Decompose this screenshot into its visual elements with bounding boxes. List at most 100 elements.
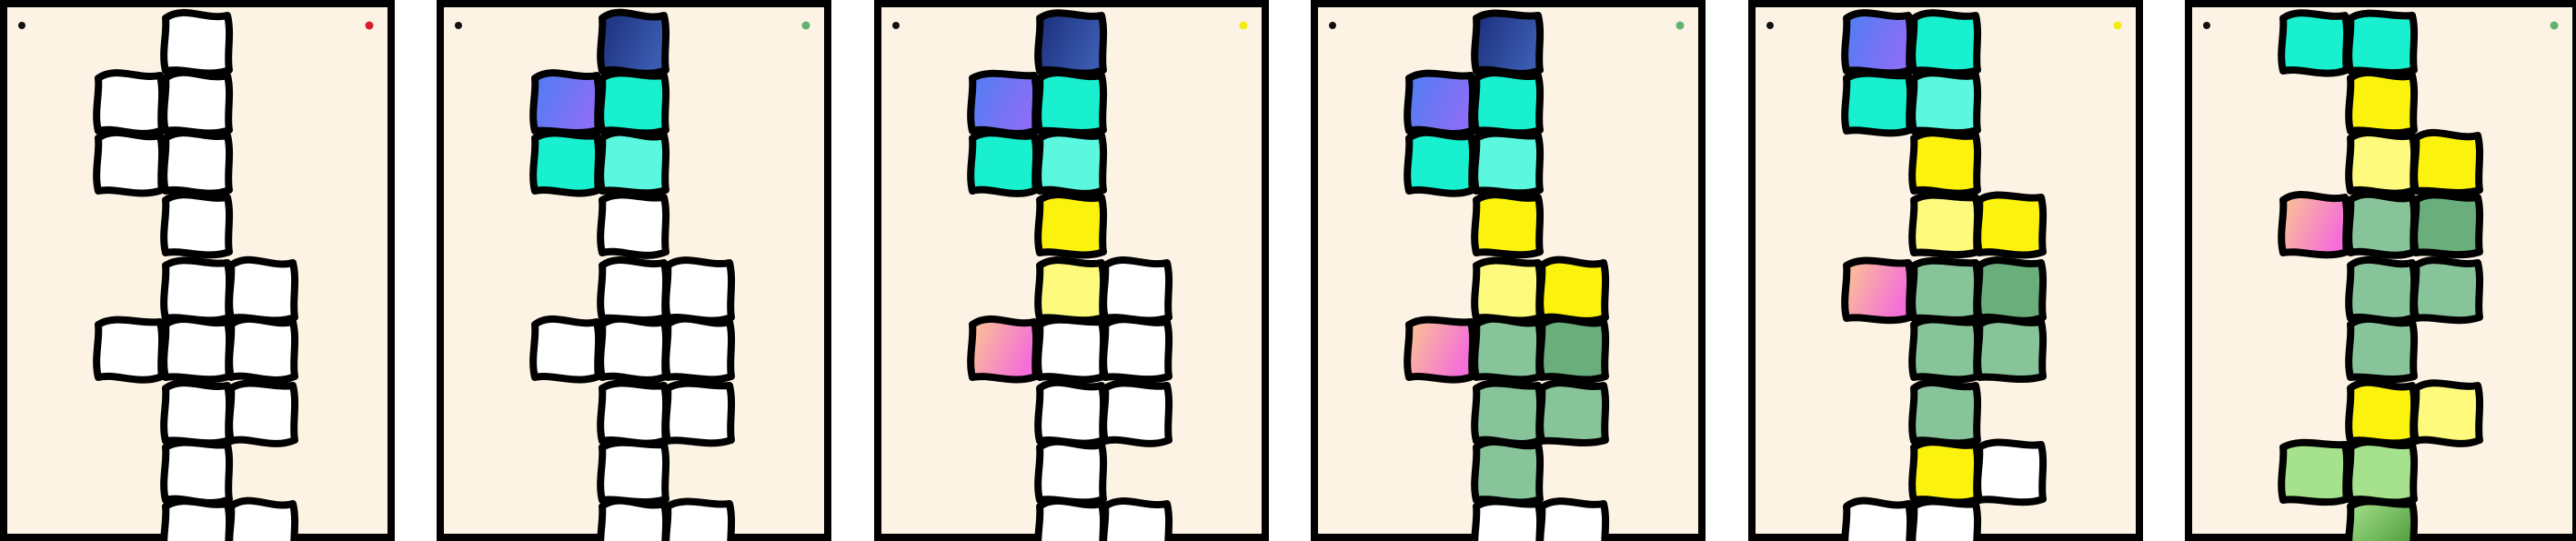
tile[interactable] xyxy=(2345,68,2419,137)
tile[interactable] xyxy=(529,129,603,197)
tile[interactable] xyxy=(1536,379,1610,446)
tile[interactable] xyxy=(1100,316,1173,384)
tile[interactable] xyxy=(226,379,299,447)
tile[interactable] xyxy=(1404,316,1477,384)
tile[interactable] xyxy=(1536,497,1610,541)
tile[interactable] xyxy=(160,379,234,447)
tile[interactable] xyxy=(967,69,1041,137)
tile[interactable] xyxy=(160,497,234,541)
tile[interactable] xyxy=(2410,128,2484,196)
tile[interactable] xyxy=(93,316,166,384)
tile[interactable] xyxy=(160,438,234,506)
tile[interactable] xyxy=(1841,9,1915,77)
tile[interactable] xyxy=(2345,129,2419,197)
tile[interactable] xyxy=(2278,9,2351,77)
tile[interactable] xyxy=(597,315,670,384)
tile[interactable] xyxy=(2410,379,2484,447)
tile[interactable] xyxy=(662,256,736,325)
tile[interactable] xyxy=(1034,9,1108,77)
tile[interactable] xyxy=(967,129,1041,197)
tile[interactable] xyxy=(2345,190,2419,259)
tile[interactable] xyxy=(1841,496,1915,541)
tile[interactable] xyxy=(1841,69,1915,137)
tile[interactable] xyxy=(597,256,670,324)
tile[interactable] xyxy=(2345,378,2419,447)
tile[interactable] xyxy=(1034,496,1108,541)
tile[interactable] xyxy=(2345,315,2419,383)
tile[interactable] xyxy=(1404,69,1477,137)
tile[interactable] xyxy=(597,496,670,541)
tile[interactable] xyxy=(160,256,234,325)
tile[interactable] xyxy=(1841,256,1915,325)
tile[interactable] xyxy=(1908,191,1982,259)
tile[interactable] xyxy=(160,129,234,197)
tile[interactable] xyxy=(1908,378,1982,447)
tile[interactable] xyxy=(1908,497,1982,541)
tile[interactable] xyxy=(597,191,670,259)
tile[interactable] xyxy=(226,255,299,325)
tile[interactable] xyxy=(1471,437,1545,506)
tile[interactable] xyxy=(1100,255,1173,325)
tile[interactable] xyxy=(1471,256,1545,325)
tile[interactable] xyxy=(597,438,670,506)
tile[interactable] xyxy=(1034,378,1108,447)
tile[interactable] xyxy=(93,128,166,197)
tile[interactable] xyxy=(967,315,1041,384)
tile[interactable] xyxy=(1471,69,1545,137)
tile[interactable] xyxy=(1404,128,1477,197)
tile[interactable] xyxy=(1471,9,1545,77)
tile[interactable] xyxy=(1908,9,1982,77)
tile[interactable] xyxy=(2345,255,2419,325)
tile[interactable] xyxy=(1034,69,1108,136)
tile[interactable] xyxy=(662,379,736,447)
tile[interactable] xyxy=(2278,190,2351,259)
tile[interactable] xyxy=(1974,191,2048,259)
tile[interactable] xyxy=(1100,497,1173,541)
tile[interactable] xyxy=(1100,379,1173,447)
tile[interactable] xyxy=(93,69,166,137)
tile[interactable] xyxy=(2345,438,2419,506)
tile[interactable] xyxy=(529,315,603,384)
tile[interactable] xyxy=(2410,256,2484,325)
tile[interactable] xyxy=(160,191,234,259)
tile[interactable] xyxy=(1471,497,1545,541)
tile[interactable] xyxy=(160,68,234,137)
tile[interactable] xyxy=(1908,69,1982,137)
tile[interactable] xyxy=(1536,255,1610,325)
tile[interactable] xyxy=(1471,315,1545,384)
tile[interactable] xyxy=(662,497,736,541)
tile[interactable] xyxy=(597,8,670,77)
tile[interactable] xyxy=(1471,379,1545,447)
tile[interactable] xyxy=(1034,191,1108,259)
tile[interactable] xyxy=(1471,129,1545,197)
tile[interactable] xyxy=(1536,315,1610,384)
tile[interactable] xyxy=(597,128,670,197)
tile[interactable] xyxy=(160,315,234,384)
tile[interactable] xyxy=(1908,256,1982,324)
tile[interactable] xyxy=(1908,129,1982,197)
tile[interactable] xyxy=(2278,438,2351,506)
game-frame-1 xyxy=(0,0,395,541)
tile[interactable] xyxy=(1034,316,1108,384)
tile[interactable] xyxy=(226,496,299,541)
tile[interactable] xyxy=(1034,129,1108,197)
tile[interactable] xyxy=(597,379,670,447)
tile[interactable] xyxy=(226,315,299,384)
tile[interactable] xyxy=(1908,438,1982,506)
tile[interactable] xyxy=(529,69,603,137)
tile[interactable] xyxy=(1974,316,2048,384)
tile[interactable] xyxy=(1034,256,1108,325)
tile[interactable] xyxy=(1974,438,2048,506)
tile[interactable] xyxy=(597,69,670,137)
tile[interactable] xyxy=(1034,437,1108,506)
tile[interactable] xyxy=(2345,9,2419,77)
tile[interactable] xyxy=(1974,256,2048,325)
status-dot xyxy=(801,21,810,30)
tile[interactable] xyxy=(1908,316,1982,384)
tile[interactable] xyxy=(160,8,234,77)
tile[interactable] xyxy=(1471,191,1545,259)
tile[interactable] xyxy=(662,315,736,384)
tile[interactable] xyxy=(2345,497,2419,541)
tile[interactable] xyxy=(2410,191,2484,259)
